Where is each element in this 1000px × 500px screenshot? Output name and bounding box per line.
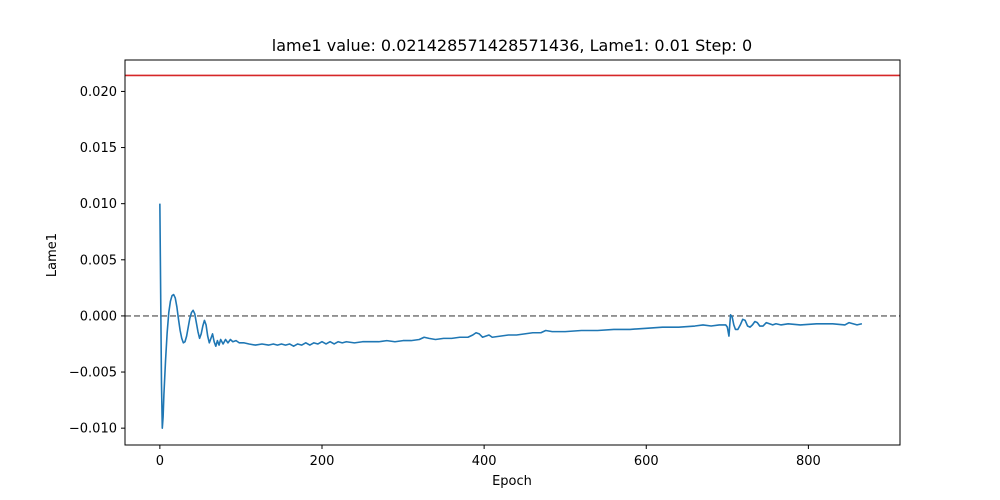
plot-area [124, 59, 901, 446]
y-axis-label: Lame1 [45, 233, 60, 277]
y-tick-label: 0.005 [80, 253, 117, 268]
x-axis-label: Epoch [492, 474, 532, 489]
x-tick-label: 600 [634, 454, 659, 469]
y-tick-label: −0.010 [69, 422, 117, 437]
x-axis: 0 200 400 600 800 [156, 445, 821, 469]
y-tick-label: 0.015 [80, 141, 117, 156]
plot-frame [124, 59, 901, 446]
x-tick-label: 800 [796, 454, 821, 469]
x-tick-label: 400 [472, 454, 497, 469]
y-tick-label: 0.020 [80, 85, 117, 100]
y-tick-label: −0.005 [69, 366, 117, 381]
series-line-lame1 [159, 203, 863, 429]
y-axis: −0.010 −0.005 0.000 0.005 0.010 0.015 0.020 [69, 85, 125, 437]
y-tick-label: 0.010 [80, 197, 117, 212]
x-tick-label: 0 [156, 454, 164, 469]
y-tick-label: 0.000 [80, 309, 117, 324]
x-tick-label: 200 [310, 454, 335, 469]
chart-title: lame1 value: 0.021428571428571436, Lame1… [272, 36, 752, 55]
